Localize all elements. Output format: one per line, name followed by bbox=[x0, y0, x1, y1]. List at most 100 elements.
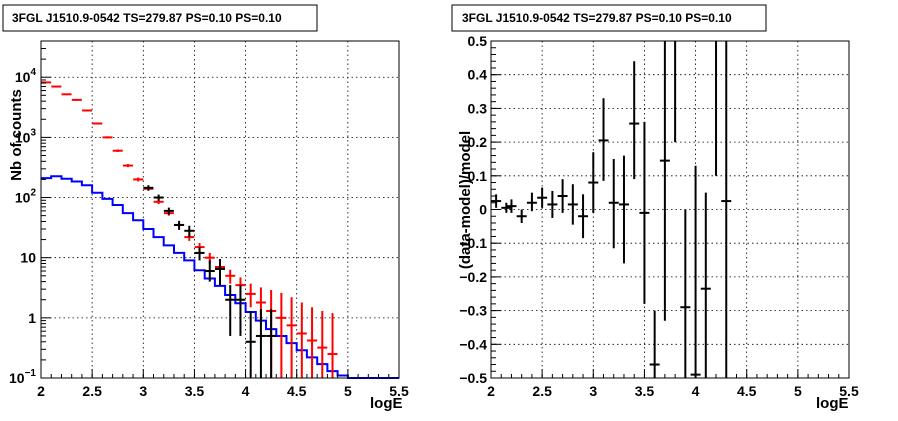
residual-xtick-label: 2.5 bbox=[532, 383, 552, 399]
data-point bbox=[255, 309, 266, 378]
counts-xtick-label: 4 bbox=[242, 383, 250, 399]
residual-title-box bbox=[451, 4, 767, 32]
total-model-point bbox=[307, 307, 318, 378]
counts-xlabel: logE bbox=[370, 395, 403, 412]
residual-ylabel: (data-model)/model bbox=[457, 131, 474, 269]
residual-point bbox=[690, 165, 701, 378]
counts-xtick-label: 3 bbox=[139, 383, 147, 399]
residual-frame bbox=[490, 40, 850, 379]
total-model-point bbox=[286, 297, 297, 378]
residual-xtick-label: 4 bbox=[692, 383, 700, 399]
residual-ytick-label: 0.2 bbox=[468, 134, 488, 150]
counts-grid bbox=[41, 41, 399, 378]
residual-ytick-label: 0.1 bbox=[468, 168, 488, 184]
data-point bbox=[153, 194, 164, 201]
residual-title: 3FGL J1510.9-0542 TS=279.87 PS=0.10 PS=0… bbox=[462, 11, 732, 25]
residual-point bbox=[516, 209, 527, 223]
counts-xtick-label: 5.5 bbox=[389, 383, 409, 399]
total-model-point bbox=[327, 313, 338, 378]
data-point bbox=[194, 247, 205, 261]
residual-ytick-label: 0 bbox=[479, 202, 487, 218]
residual-point bbox=[547, 190, 558, 218]
counts-ytick-label: 10−1 bbox=[9, 368, 36, 386]
residual-point bbox=[501, 202, 512, 213]
counts-xtick-label: 2 bbox=[37, 383, 45, 399]
residual-xtick-label: 3.5 bbox=[635, 383, 655, 399]
residual-ytick-label: −0.4 bbox=[459, 336, 487, 352]
residual-grid bbox=[491, 41, 849, 378]
counts-title-box bbox=[2, 4, 318, 32]
total-model-point bbox=[133, 177, 144, 182]
counts-xtick-label: 4.5 bbox=[287, 383, 307, 399]
residual-point bbox=[629, 61, 640, 180]
residual-point bbox=[537, 187, 548, 208]
total-model-point bbox=[82, 109, 93, 112]
residual-point bbox=[506, 199, 517, 213]
residual-axes: 2 2.5 3 3.5 4 4.5 5 5.5 −0.5 −0.4 −0.3 −0.2 −0.1 0 0.1… bbox=[459, 33, 859, 399]
residual-point bbox=[721, 41, 732, 378]
data-point bbox=[245, 310, 256, 378]
residual-point bbox=[618, 155, 629, 264]
total-model-point bbox=[71, 98, 82, 101]
residual-ytick-label: 0.5 bbox=[468, 33, 488, 49]
residual-point bbox=[567, 184, 578, 225]
residual-xtick-label: 3 bbox=[589, 383, 597, 399]
residual-point bbox=[700, 192, 711, 378]
counts-ytick-label: 104 bbox=[15, 67, 37, 85]
residual-point bbox=[598, 98, 609, 181]
residual-ytick-label: −0.3 bbox=[459, 303, 487, 319]
counts-xtick-label: 5 bbox=[344, 383, 352, 399]
counts-xtick-label: 3.5 bbox=[185, 383, 205, 399]
residual-panel: 3FGL J1510.9-0542 TS=279.87 PS=0.10 PS=0… bbox=[451, 4, 859, 412]
residual-ytick-label: −0.1 bbox=[459, 235, 487, 251]
residual-point bbox=[557, 179, 568, 213]
residual-xlabel: logE bbox=[816, 395, 849, 412]
total-model-point bbox=[102, 136, 113, 139]
residual-point bbox=[649, 310, 660, 378]
data-point bbox=[235, 285, 246, 336]
residual-ytick-label: −0.2 bbox=[459, 269, 487, 285]
data-point bbox=[163, 207, 174, 215]
data-point bbox=[215, 259, 225, 286]
residual-point bbox=[578, 194, 589, 239]
counts-frame bbox=[40, 40, 400, 379]
residual-xtick-label: 4.5 bbox=[737, 383, 757, 399]
counts-ylabel: Nb of counts bbox=[8, 89, 25, 181]
counts-title: 3FGL J1510.9-0542 TS=279.87 PS=0.10 PS=0… bbox=[12, 11, 282, 25]
data-point bbox=[204, 260, 215, 282]
counts-plot-area bbox=[41, 81, 399, 379]
residual-point bbox=[639, 121, 650, 304]
total-model-point bbox=[112, 149, 123, 153]
data-point bbox=[225, 285, 236, 336]
total-model-point bbox=[245, 283, 256, 308]
residual-xtick-label: 5.5 bbox=[839, 383, 859, 399]
total-model-point bbox=[225, 269, 236, 284]
total-model-point bbox=[92, 122, 103, 125]
residual-point bbox=[588, 152, 599, 213]
residual-ytick-label: −0.5 bbox=[459, 370, 487, 386]
residual-ytick-label: 0.4 bbox=[468, 67, 488, 83]
residual-point bbox=[491, 194, 502, 208]
counts-xtick-label: 2.5 bbox=[82, 383, 102, 399]
data-point bbox=[266, 309, 277, 378]
data-point bbox=[174, 220, 185, 230]
residual-xtick-label: 5 bbox=[794, 383, 802, 399]
data-point bbox=[143, 185, 154, 191]
total-model-point bbox=[276, 292, 287, 378]
residual-point bbox=[608, 158, 619, 249]
counts-ytick-label: 10 bbox=[20, 250, 36, 266]
total-model-point bbox=[41, 81, 52, 84]
data-point bbox=[184, 225, 195, 238]
total-model-point bbox=[317, 310, 328, 378]
residual-ytick-label: 0.3 bbox=[468, 100, 488, 116]
total-model-point bbox=[122, 164, 133, 168]
counts-ytick-label: 1 bbox=[28, 310, 36, 326]
total-model-point bbox=[61, 93, 72, 96]
total-model-point bbox=[296, 302, 307, 378]
residual-plot-area bbox=[491, 41, 732, 378]
residual-xtick-label: 2 bbox=[487, 383, 495, 399]
residual-point bbox=[659, 41, 670, 321]
residual-point bbox=[526, 192, 537, 212]
